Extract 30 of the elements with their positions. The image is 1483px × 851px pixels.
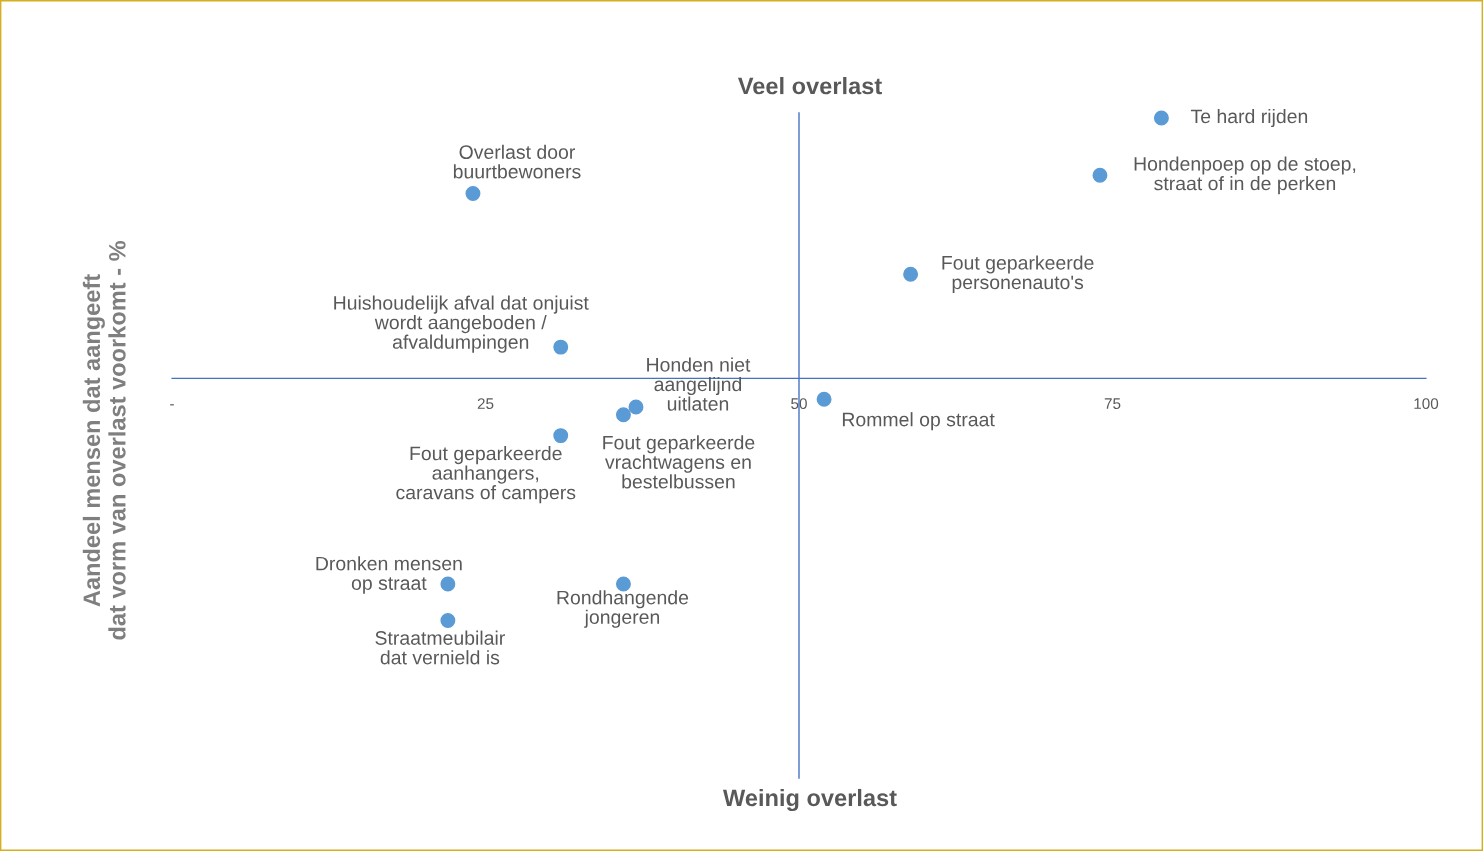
point	[553, 339, 569, 355]
point	[903, 266, 919, 282]
annotation: Huishoudelijk afval dat onjuist wordt aangeboden / afvaldumpingen	[334, 295, 589, 353]
text: Veel overlast	[737, 77, 882, 95]
annotation: Fout geparkeerde vrachtwagens en bestelbussen	[603, 435, 755, 489]
annotation: Te hard rijden	[1190, 108, 1308, 128]
annotation: Overlast door buurtbewoners	[453, 144, 581, 179]
annotation: Dronken mensen op straat	[316, 556, 462, 594]
point	[628, 399, 644, 415]
point	[553, 428, 569, 444]
annotation: Fout geparkeerde aanhangers, caravans of campers	[396, 446, 576, 504]
point	[1153, 110, 1169, 126]
annotation: Hondenpoep op de stoep, straat of in de perken	[1134, 156, 1356, 195]
x-tick-label: 75	[1104, 398, 1121, 410]
point	[440, 576, 456, 592]
annotation: Rommel op straat	[842, 412, 995, 431]
x-tick-label: -	[170, 404, 174, 406]
point	[615, 407, 631, 423]
x-tick-label: 100	[1414, 398, 1439, 410]
annotation: Fout geparkeerde personenauto's	[942, 255, 1094, 294]
point	[440, 612, 456, 628]
y-axis-title: Aandeel mensen dat aangeeft dat vorm van overlast voorkomt - %	[82, 241, 126, 640]
point	[816, 391, 832, 407]
annotation: Honden niet aangelijnd uitlaten	[647, 357, 751, 411]
point	[1092, 167, 1108, 183]
point	[465, 186, 481, 201]
annotation: Straatmeubilair dat vernield is	[375, 630, 505, 665]
text: Weinig overlast	[722, 788, 897, 812]
annotation: Rondhangende jongeren	[557, 590, 689, 628]
x-tick-label: 25	[477, 398, 494, 410]
